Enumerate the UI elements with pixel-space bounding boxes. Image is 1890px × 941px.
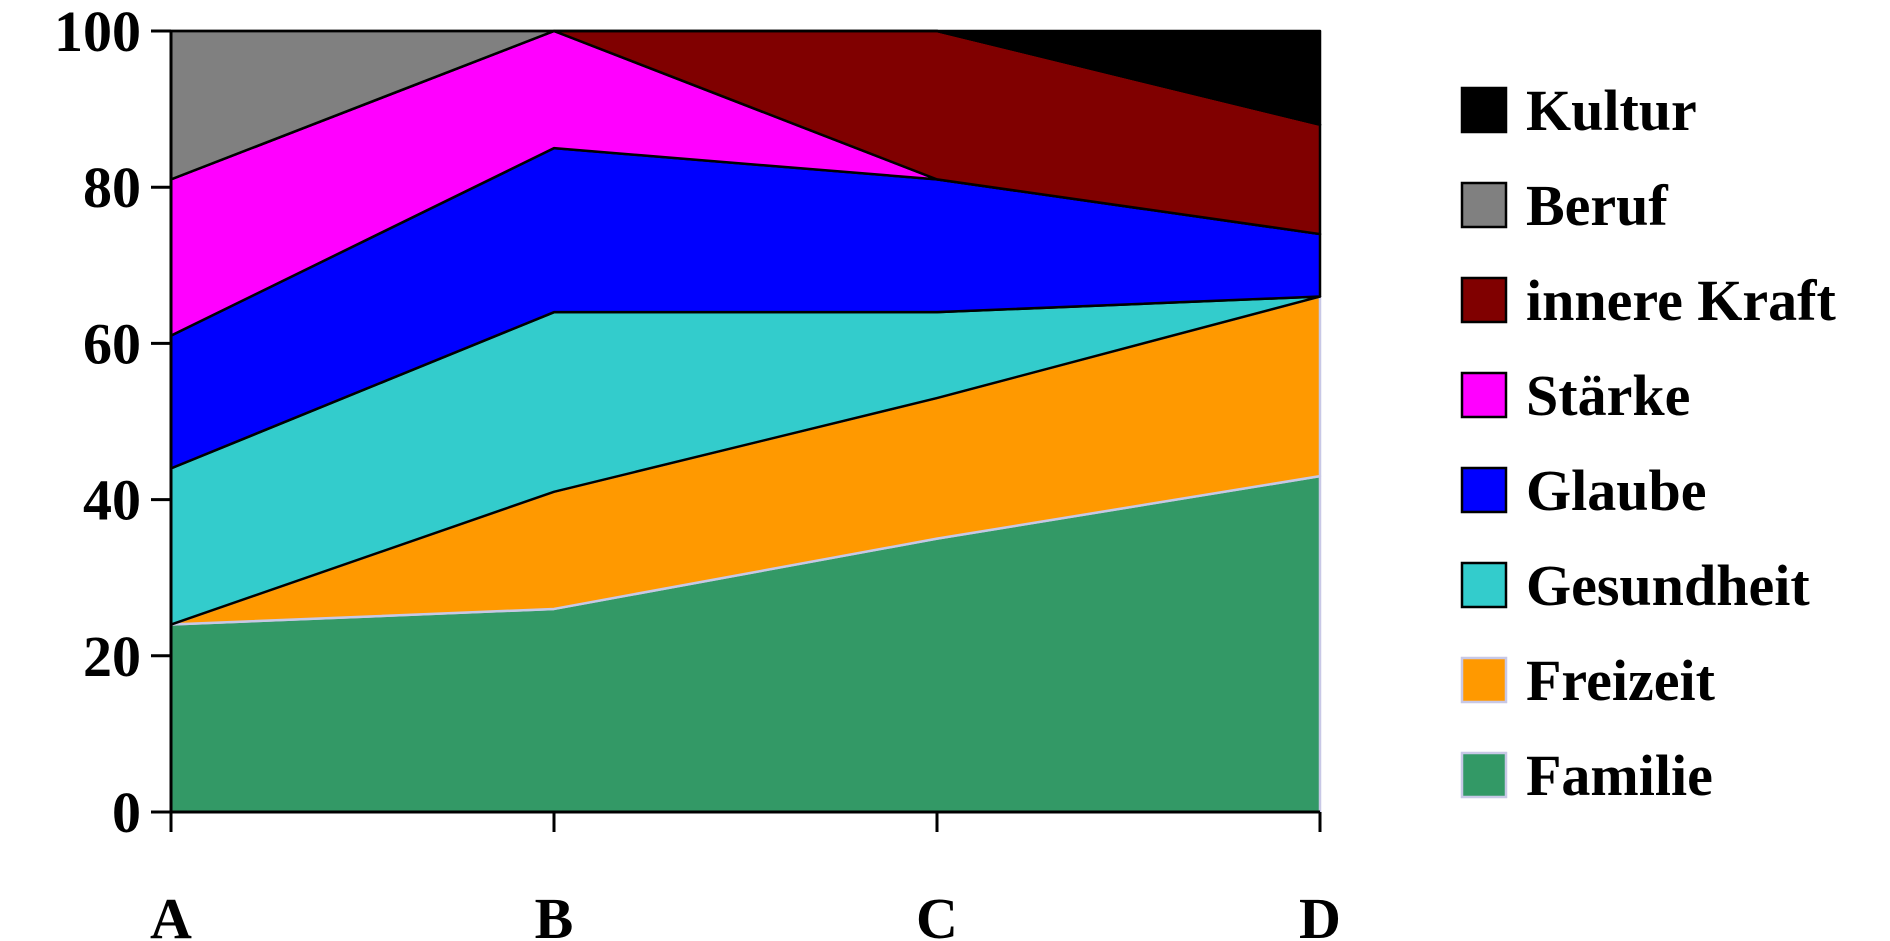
legend-swatch-gesundheit	[1460, 561, 1508, 609]
legend-label-staerke: Stärke	[1526, 363, 1690, 428]
axes-group: 0 20 40 60 80 100 A B C D	[54, 0, 1341, 941]
legend-label-freizeit: Freizeit	[1526, 648, 1716, 713]
legend-swatch-innere-kraft	[1460, 276, 1508, 324]
legend: Kultur Beruf innere Kraft Stärke Glaube Gesun…	[1460, 78, 1836, 808]
legend-item-staerke: Stärke	[1460, 363, 1690, 428]
legend-label-glaube: Glaube	[1526, 458, 1707, 523]
y-tick-label-100: 100	[54, 0, 141, 64]
legend-label-gesundheit: Gesundheit	[1526, 553, 1810, 618]
y-tick-label-20: 20	[83, 624, 141, 689]
y-tick-label-0: 0	[112, 780, 141, 845]
y-tick-label-40: 40	[83, 468, 141, 533]
legend-item-freizeit: Freizeit	[1460, 648, 1716, 713]
y-tick-label-60: 60	[83, 311, 141, 376]
legend-label-innere-kraft: innere Kraft	[1526, 268, 1836, 333]
legend-swatch-freizeit	[1460, 656, 1508, 704]
legend-item-innere-kraft: innere Kraft	[1460, 268, 1836, 333]
x-tick-label-c: C	[916, 886, 958, 941]
legend-label-kultur: Kultur	[1526, 78, 1697, 143]
legend-item-gesundheit: Gesundheit	[1460, 553, 1810, 618]
area-series-group	[169, 29, 1322, 814]
legend-label-familie: Familie	[1526, 743, 1713, 808]
legend-swatch-kultur	[1460, 86, 1508, 134]
x-tick-label-d: D	[1299, 886, 1341, 941]
x-tick-label-b: B	[535, 886, 574, 941]
x-tick-label-a: A	[150, 886, 192, 941]
area-kultur	[169, 29, 1322, 126]
legend-item-kultur: Kultur	[1460, 78, 1697, 143]
legend-swatch-glaube	[1460, 466, 1508, 514]
legend-item-beruf: Beruf	[1460, 173, 1668, 238]
legend-swatch-staerke	[1460, 371, 1508, 419]
legend-swatch-beruf	[1460, 181, 1508, 229]
legend-swatch-familie	[1460, 751, 1508, 799]
legend-item-familie: Familie	[1460, 743, 1713, 808]
y-tick-label-80: 80	[83, 155, 141, 220]
legend-label-beruf: Beruf	[1526, 173, 1668, 238]
legend-item-glaube: Glaube	[1460, 458, 1707, 523]
